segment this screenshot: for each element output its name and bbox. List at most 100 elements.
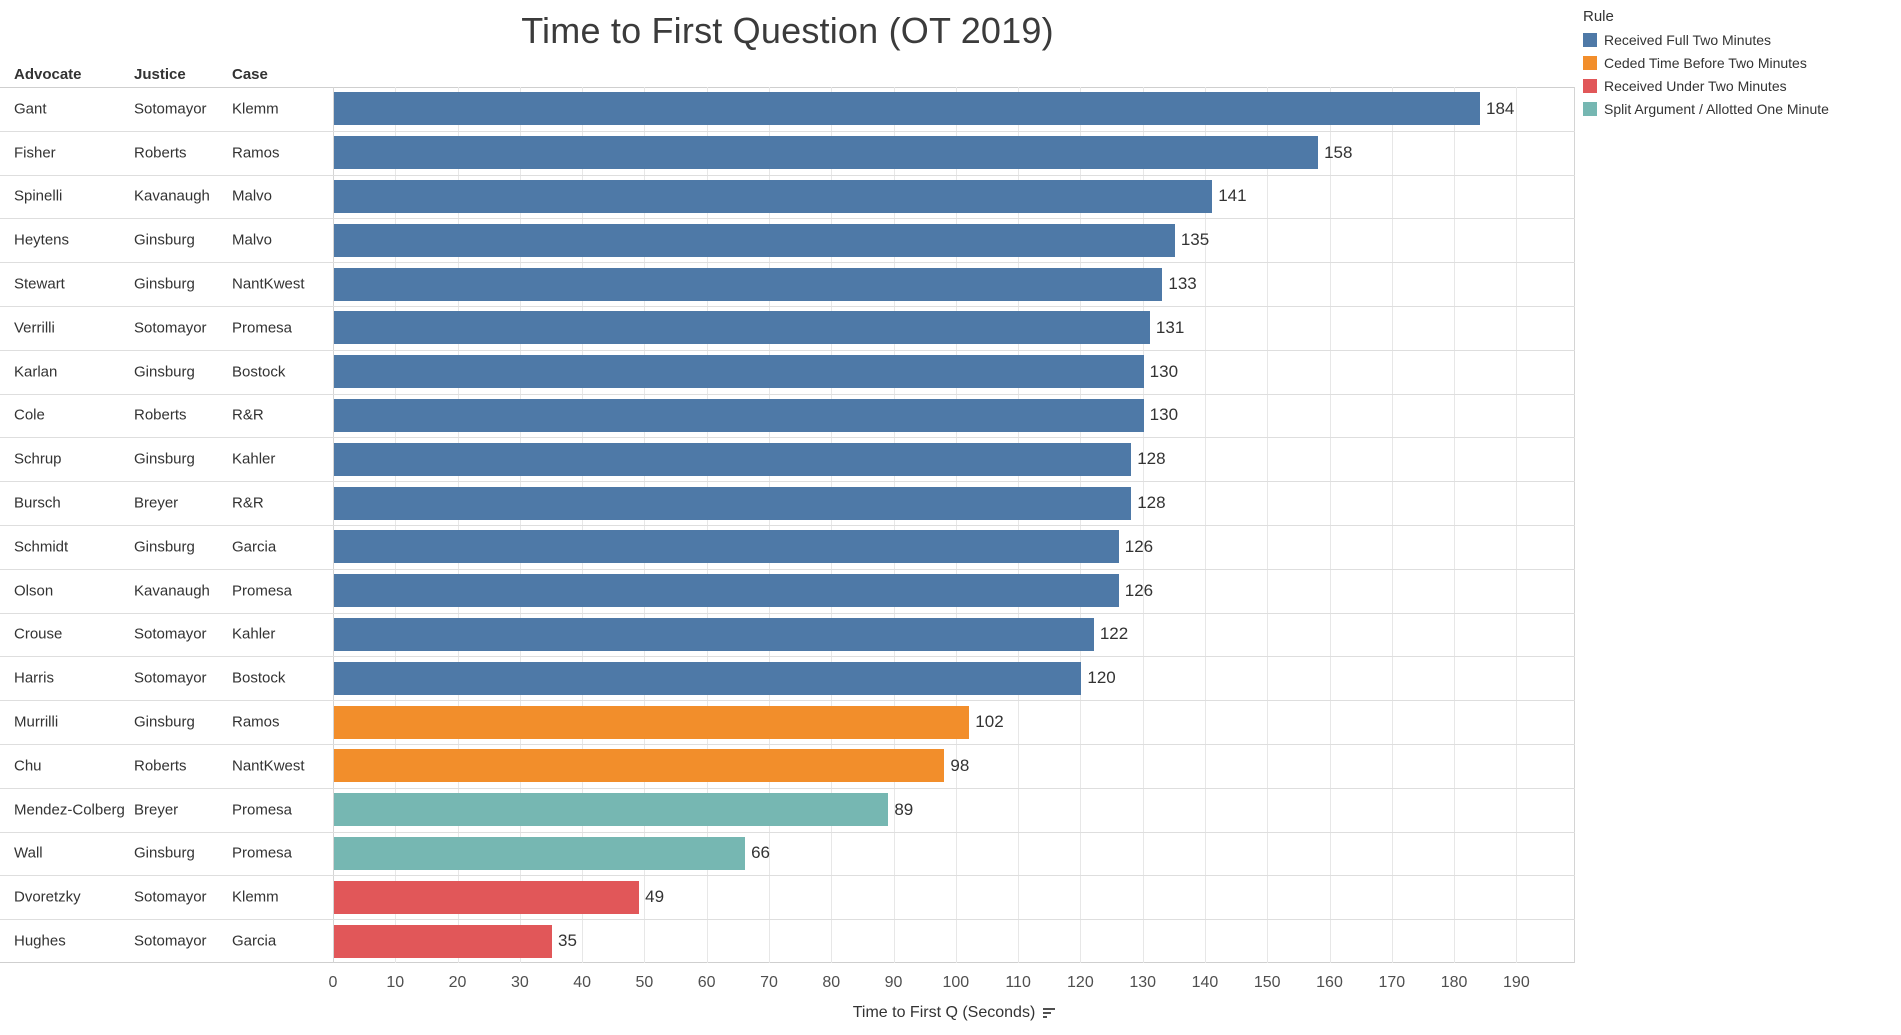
- x-tick-label: 80: [822, 974, 841, 991]
- case-label: Malvo: [232, 187, 273, 205]
- table-row: Karlan Ginsburg Bostock 130: [0, 350, 1575, 394]
- legend-item-label: Split Argument / Allotted One Minute: [1604, 101, 1829, 117]
- sort-descending-icon: [1043, 1008, 1056, 1018]
- justice-label: Roberts: [134, 757, 187, 775]
- case-label: Ramos: [232, 713, 280, 731]
- row-separator: [0, 437, 1575, 439]
- x-tick-label: 130: [1129, 974, 1157, 991]
- x-tick-label: 60: [697, 974, 716, 991]
- bar-value-label: 89: [894, 799, 914, 819]
- legend-item[interactable]: Ceded Time Before Two Minutes: [1583, 55, 1893, 71]
- x-tick-label: 50: [635, 974, 654, 991]
- legend-item[interactable]: Split Argument / Allotted One Minute: [1583, 101, 1893, 117]
- x-axis-title[interactable]: Time to First Q (Seconds): [333, 1004, 1575, 1022]
- bar[interactable]: [334, 530, 1119, 564]
- justice-label: Breyer: [134, 801, 179, 819]
- case-label: Promesa: [232, 582, 293, 600]
- bar[interactable]: [334, 92, 1480, 126]
- bar[interactable]: [334, 311, 1150, 345]
- table-row: Mendez-Colberg Breyer Promesa 89: [0, 788, 1575, 832]
- table-row: Crouse Sotomayor Kahler 122: [0, 613, 1575, 657]
- legend-items: Received Full Two Minutes Ceded Time Befo…: [1583, 32, 1893, 117]
- bar[interactable]: [334, 749, 945, 783]
- bar[interactable]: [334, 574, 1119, 608]
- legend-swatch: [1583, 56, 1597, 70]
- bar-value-label: 102: [975, 712, 1004, 732]
- advocate-label: Fisher: [14, 144, 56, 162]
- x-tick-label: 40: [573, 974, 592, 991]
- advocate-label: Bursch: [14, 494, 61, 512]
- legend: Rule Received Full Two Minutes Ceded Time…: [1583, 8, 1893, 124]
- bar[interactable]: [334, 924, 552, 958]
- x-tick-label: 190: [1503, 974, 1530, 991]
- bar-chart-rows: Gant Sotomayor Klemm 184 Fisher Roberts Ramos 1…: [0, 87, 1575, 963]
- bar[interactable]: [334, 617, 1094, 651]
- row-separator: [0, 787, 1575, 789]
- row-separator: [0, 568, 1575, 570]
- case-label: R&R: [232, 494, 264, 512]
- row-separator: [0, 349, 1575, 351]
- bar[interactable]: [334, 486, 1132, 520]
- case-label: Promesa: [232, 801, 293, 819]
- bar[interactable]: [334, 705, 970, 739]
- bar-value-label: 49: [645, 887, 665, 907]
- legend-item[interactable]: Received Full Two Minutes: [1583, 32, 1893, 48]
- advocate-label: Harris: [14, 669, 54, 687]
- table-row: Fisher Roberts Ramos 158: [0, 131, 1575, 175]
- row-separator: [0, 174, 1575, 176]
- case-label: R&R: [232, 406, 264, 424]
- case-label: Bostock: [232, 669, 286, 687]
- justice-label: Ginsburg: [134, 363, 195, 381]
- x-tick-label: 100: [942, 974, 970, 991]
- advocate-label: Wall: [14, 844, 43, 862]
- gridlines-layer: [0, 87, 1575, 963]
- advocate-label: Heytens: [14, 231, 70, 249]
- bar[interactable]: [334, 836, 746, 870]
- bar[interactable]: [334, 398, 1144, 432]
- bar[interactable]: [334, 136, 1319, 170]
- bar[interactable]: [334, 179, 1213, 213]
- advocate-label: Murrilli: [14, 713, 59, 731]
- bar[interactable]: [334, 223, 1175, 257]
- table-row: Schmidt Ginsburg Garcia 126: [0, 525, 1575, 569]
- table-row: Stewart Ginsburg NantKwest 133: [0, 262, 1575, 306]
- legend-swatch: [1583, 102, 1597, 116]
- bar-value-label: 126: [1124, 536, 1154, 556]
- bar-value-label: 131: [1155, 317, 1185, 337]
- bar[interactable]: [334, 267, 1163, 301]
- advocate-label: Gant: [14, 100, 47, 118]
- bar-value-label: 122: [1099, 624, 1129, 644]
- x-tick-label: 120: [1067, 974, 1094, 991]
- x-tick-label: 90: [884, 974, 903, 991]
- x-tick-label: 20: [448, 974, 467, 991]
- legend-item-label: Received Under Two Minutes: [1604, 78, 1787, 94]
- column-header-case[interactable]: Case: [232, 66, 268, 83]
- justice-label: Ginsburg: [134, 538, 195, 556]
- x-tick-label: 10: [386, 974, 405, 991]
- row-separator: [0, 875, 1575, 877]
- bar-value-label: 135: [1180, 230, 1210, 250]
- bar-value-label: 66: [751, 843, 770, 863]
- row-separator: [0, 525, 1575, 526]
- bar[interactable]: [334, 793, 889, 827]
- bar[interactable]: [334, 442, 1132, 476]
- justice-label: Ginsburg: [134, 713, 195, 731]
- justice-label: Kavanaugh: [134, 187, 210, 205]
- bar-value-label: 128: [1137, 493, 1166, 513]
- column-header-advocate[interactable]: Advocate: [14, 66, 82, 83]
- table-row: Murrilli Ginsburg Ramos 102: [0, 700, 1575, 744]
- justice-label: Sotomayor: [134, 319, 207, 337]
- x-tick-label: 170: [1378, 974, 1406, 991]
- column-header-justice[interactable]: Justice: [134, 66, 186, 83]
- bar[interactable]: [334, 880, 640, 914]
- chart-title: Time to First Question (OT 2019): [521, 10, 1054, 51]
- bar[interactable]: [334, 355, 1144, 389]
- advocate-label: Olson: [14, 582, 54, 600]
- bar[interactable]: [334, 661, 1082, 695]
- case-label: Promesa: [232, 844, 293, 862]
- legend-item[interactable]: Received Under Two Minutes: [1583, 78, 1893, 94]
- row-separator: [0, 612, 1575, 614]
- row-separator: [0, 481, 1575, 483]
- justice-label: Ginsburg: [134, 450, 195, 468]
